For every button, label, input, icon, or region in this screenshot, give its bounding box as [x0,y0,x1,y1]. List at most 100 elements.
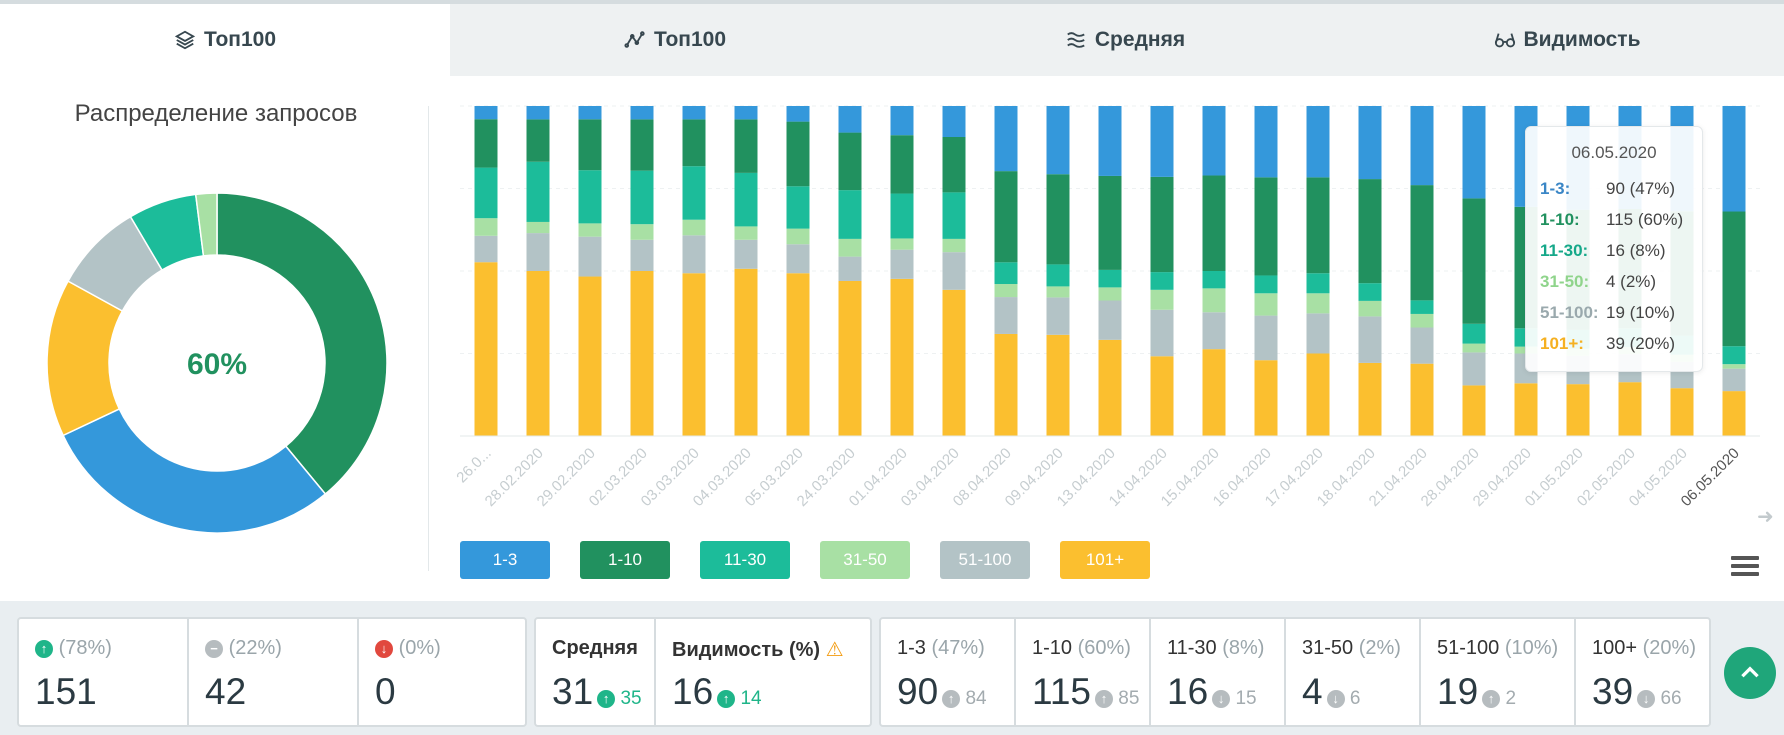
bar-segment[interactable] [1462,106,1486,199]
bar-segment[interactable] [1098,339,1122,436]
bar-segment[interactable] [630,224,654,240]
bar-segment[interactable] [1410,300,1434,314]
bar-segment[interactable] [682,119,706,167]
bar-segment[interactable] [1358,362,1382,436]
donut-slice[interactable] [194,192,218,257]
bar-segment[interactable] [1722,391,1746,436]
bar-segment[interactable] [1410,313,1434,328]
bar-segment[interactable] [1514,383,1538,436]
bar-segment[interactable] [1722,106,1746,212]
bar-segment[interactable] [1306,313,1330,354]
bar-segment[interactable] [786,244,810,274]
bar-segment[interactable] [526,119,550,162]
bar-segment[interactable] [734,172,758,227]
legend-101-plus[interactable]: 101+ [1060,541,1150,579]
bar-segment[interactable] [1150,309,1174,357]
bar-segment[interactable] [474,119,498,168]
bar-segment[interactable] [994,106,1018,172]
bar-segment[interactable] [474,106,498,120]
bar-segment[interactable] [994,284,1018,298]
bar-segment[interactable] [786,121,810,187]
bar-segment[interactable] [1254,106,1278,178]
bar-segment[interactable] [682,235,706,274]
bar-segment[interactable] [734,268,758,436]
bar-segment[interactable] [682,166,706,220]
bar-segment[interactable] [942,289,966,436]
bar-segment[interactable] [474,218,498,236]
legend-1-3[interactable]: 1-3 [460,541,550,579]
bar-segment[interactable] [1410,327,1434,364]
bar-segment[interactable] [630,119,654,171]
bar-segment[interactable] [786,186,810,229]
bar-segment[interactable] [1150,289,1174,310]
bar-segment[interactable] [1722,346,1746,365]
bar-segment[interactable] [1254,315,1278,361]
bar-segment[interactable] [1202,271,1226,289]
bar-segment[interactable] [630,271,654,436]
donut-slice[interactable] [62,407,327,534]
bar-segment[interactable] [474,262,498,436]
bar-segment[interactable] [578,119,602,171]
legend-11-30[interactable]: 11-30 [700,541,790,579]
bar-segment[interactable] [1202,349,1226,436]
bar-segment[interactable] [630,170,654,225]
bar-segment[interactable] [682,273,706,436]
bar-segment[interactable] [1046,264,1070,287]
bar-segment[interactable] [942,238,966,253]
bar-segment[interactable] [1410,106,1434,186]
bar-segment[interactable] [1202,312,1226,350]
bar-segment[interactable] [1046,286,1070,298]
bar-segment[interactable] [1150,272,1174,290]
donut-slice[interactable] [216,192,388,496]
bar-segment[interactable] [1306,177,1330,274]
bar-segment[interactable] [890,106,914,136]
bar-segment[interactable] [474,235,498,263]
bar-segment[interactable] [734,119,758,173]
bar-segment[interactable] [526,106,550,120]
bar-segment[interactable] [786,228,810,245]
bar-segment[interactable] [526,161,550,222]
bar-segment[interactable] [1618,382,1642,436]
bar-segment[interactable] [786,106,810,122]
bar-segment[interactable] [1254,293,1278,316]
bar-segment[interactable] [1202,288,1226,313]
bar-segment[interactable] [1098,300,1122,340]
bar-segment[interactable] [1462,352,1486,386]
bar-segment[interactable] [1306,106,1330,178]
bar-segment[interactable] [890,249,914,279]
bar-segment[interactable] [838,132,862,191]
bar-segment[interactable] [1254,275,1278,294]
bar-segment[interactable] [526,271,550,436]
bar-segment[interactable] [1358,316,1382,363]
tab-visibility[interactable]: Видимость [1350,4,1784,76]
legend-51-100[interactable]: 51-100 [940,541,1030,579]
tab-average[interactable]: Средняя [900,4,1350,76]
bar-segment[interactable] [1462,343,1486,353]
bar-segment[interactable] [734,106,758,120]
bar-segment[interactable] [682,106,706,120]
bar-segment[interactable] [1670,388,1694,436]
bar-segment[interactable] [1254,360,1278,436]
bar-segment[interactable] [994,171,1018,263]
bar-segment[interactable] [734,226,758,240]
bar-segment[interactable] [1306,353,1330,437]
bar-segment[interactable] [1358,283,1382,301]
bar-segment[interactable] [1150,106,1174,177]
bar-segment[interactable] [526,221,550,234]
bar-segment[interactable] [1254,177,1278,276]
bar-segment[interactable] [1046,297,1070,335]
bar-segment[interactable] [942,106,966,138]
bar-segment[interactable] [890,278,914,436]
bar-segment[interactable] [1046,334,1070,436]
bar-segment[interactable] [1098,269,1122,288]
bar-segment[interactable] [1358,300,1382,317]
chart-next-arrow-icon[interactable]: ➜ [1757,506,1774,528]
bar-segment[interactable] [682,219,706,236]
tab-top100-stack[interactable]: Топ100 [0,4,450,76]
bar-segment[interactable] [1462,323,1486,344]
bar-segment[interactable] [838,256,862,281]
bar-segment[interactable] [1722,364,1746,369]
bar-segment[interactable] [942,137,966,193]
bar-segment[interactable] [630,106,654,120]
bar-segment[interactable] [1202,175,1226,271]
